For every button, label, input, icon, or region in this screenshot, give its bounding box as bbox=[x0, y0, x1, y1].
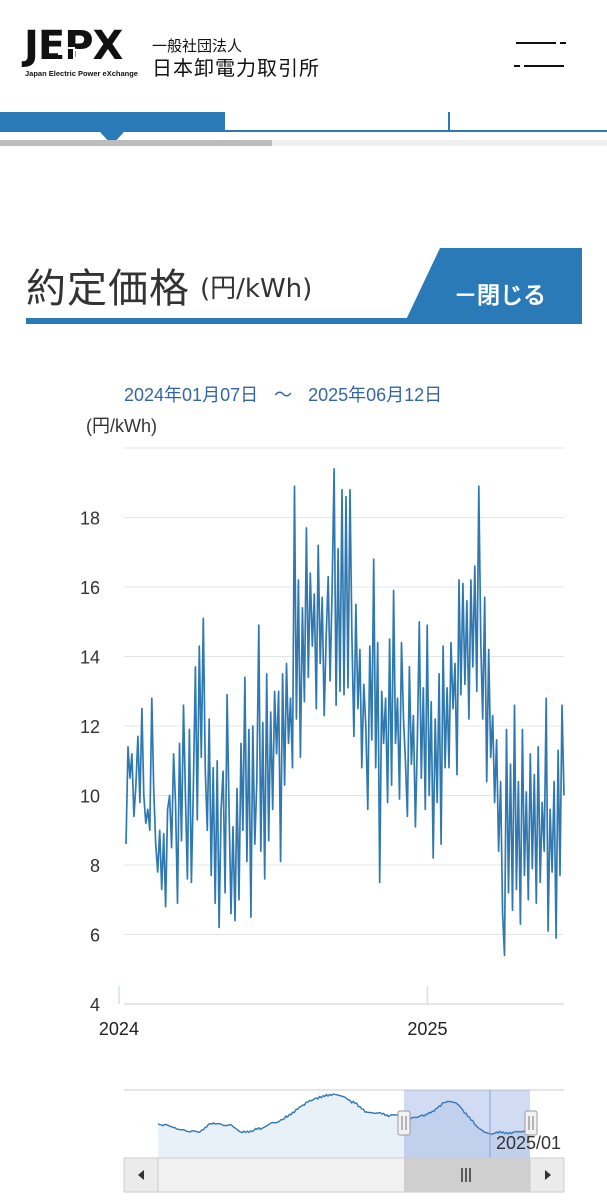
close-button-label: －閉じる bbox=[454, 283, 546, 309]
logo-subtitle: Japan Electric Power eXchange bbox=[25, 69, 138, 78]
navigator-label: 2025/01 bbox=[496, 1133, 561, 1153]
y-tick-label: 14 bbox=[80, 648, 100, 668]
subtab-active[interactable] bbox=[0, 140, 272, 146]
y-tick-label: 12 bbox=[80, 717, 100, 737]
x-axis: 2024 2025 bbox=[99, 986, 447, 1039]
y-tick-label: 6 bbox=[90, 926, 100, 946]
tab-bar bbox=[0, 112, 607, 148]
navigator-handle-left[interactable] bbox=[397, 1110, 411, 1136]
navigator-series-area bbox=[158, 1094, 530, 1158]
scrollbar-thumb[interactable] bbox=[404, 1158, 530, 1192]
navigator-handle-right[interactable] bbox=[524, 1110, 538, 1136]
price-series-line bbox=[125, 468, 565, 957]
price-chart: 4 6 8 10 12 14 16 18 (円/kWh) 2024 2025 2025/01 bbox=[80, 416, 565, 1193]
date-range: 2024年01月07日 ～ 2025年06月12日 bbox=[124, 381, 442, 407]
tab-divider bbox=[448, 112, 450, 132]
scroll-right-button[interactable] bbox=[529, 1157, 565, 1193]
navigator-series-line bbox=[157, 1093, 531, 1135]
logo-plug-icon bbox=[58, 47, 78, 61]
scroll-left-button[interactable] bbox=[123, 1157, 159, 1193]
y-tick-labels: 4 6 8 10 12 14 16 18 bbox=[80, 509, 100, 1016]
close-button[interactable]: －閉じる bbox=[404, 248, 582, 324]
date-end: 2025年06月12日 bbox=[308, 385, 443, 405]
section-title: 約定価格 bbox=[26, 266, 190, 312]
org-name: 日本卸電力取引所 bbox=[152, 58, 320, 80]
section-unit: (円/kWh) bbox=[200, 274, 313, 304]
y-axis-label: (円/kWh) bbox=[86, 416, 157, 436]
y-tick-label: 4 bbox=[90, 995, 100, 1015]
y-tick-label: 10 bbox=[80, 787, 100, 807]
y-tick-label: 16 bbox=[80, 578, 100, 598]
close-button-shape bbox=[404, 248, 582, 324]
grid-lines bbox=[124, 447, 564, 1005]
right-arrow-icon bbox=[545, 1170, 551, 1180]
org-type: 一般社団法人 bbox=[152, 38, 243, 55]
scrollbar[interactable] bbox=[123, 1157, 565, 1193]
hamburger-menu-icon[interactable] bbox=[510, 38, 568, 72]
y-tick-label: 18 bbox=[80, 509, 100, 529]
grip-icon bbox=[461, 1168, 471, 1182]
x-tick-label: 2024 bbox=[99, 1019, 139, 1039]
y-tick-label: 8 bbox=[90, 856, 100, 876]
navigator-selection[interactable] bbox=[404, 1090, 530, 1158]
date-separator: ～ bbox=[274, 385, 293, 405]
x-tick-label: 2025 bbox=[407, 1019, 447, 1039]
site-header: JEPX Japan Electric Power eXchange 一般社団法… bbox=[0, 0, 607, 110]
date-start: 2024年01月07日 bbox=[124, 385, 259, 405]
section-underline bbox=[26, 318, 582, 324]
navigator[interactable]: 2025/01 bbox=[124, 1089, 564, 1158]
tab-active[interactable] bbox=[0, 112, 225, 132]
subtab-inactive[interactable] bbox=[272, 140, 607, 146]
tab-underline bbox=[225, 130, 607, 132]
left-arrow-icon bbox=[138, 1170, 144, 1180]
